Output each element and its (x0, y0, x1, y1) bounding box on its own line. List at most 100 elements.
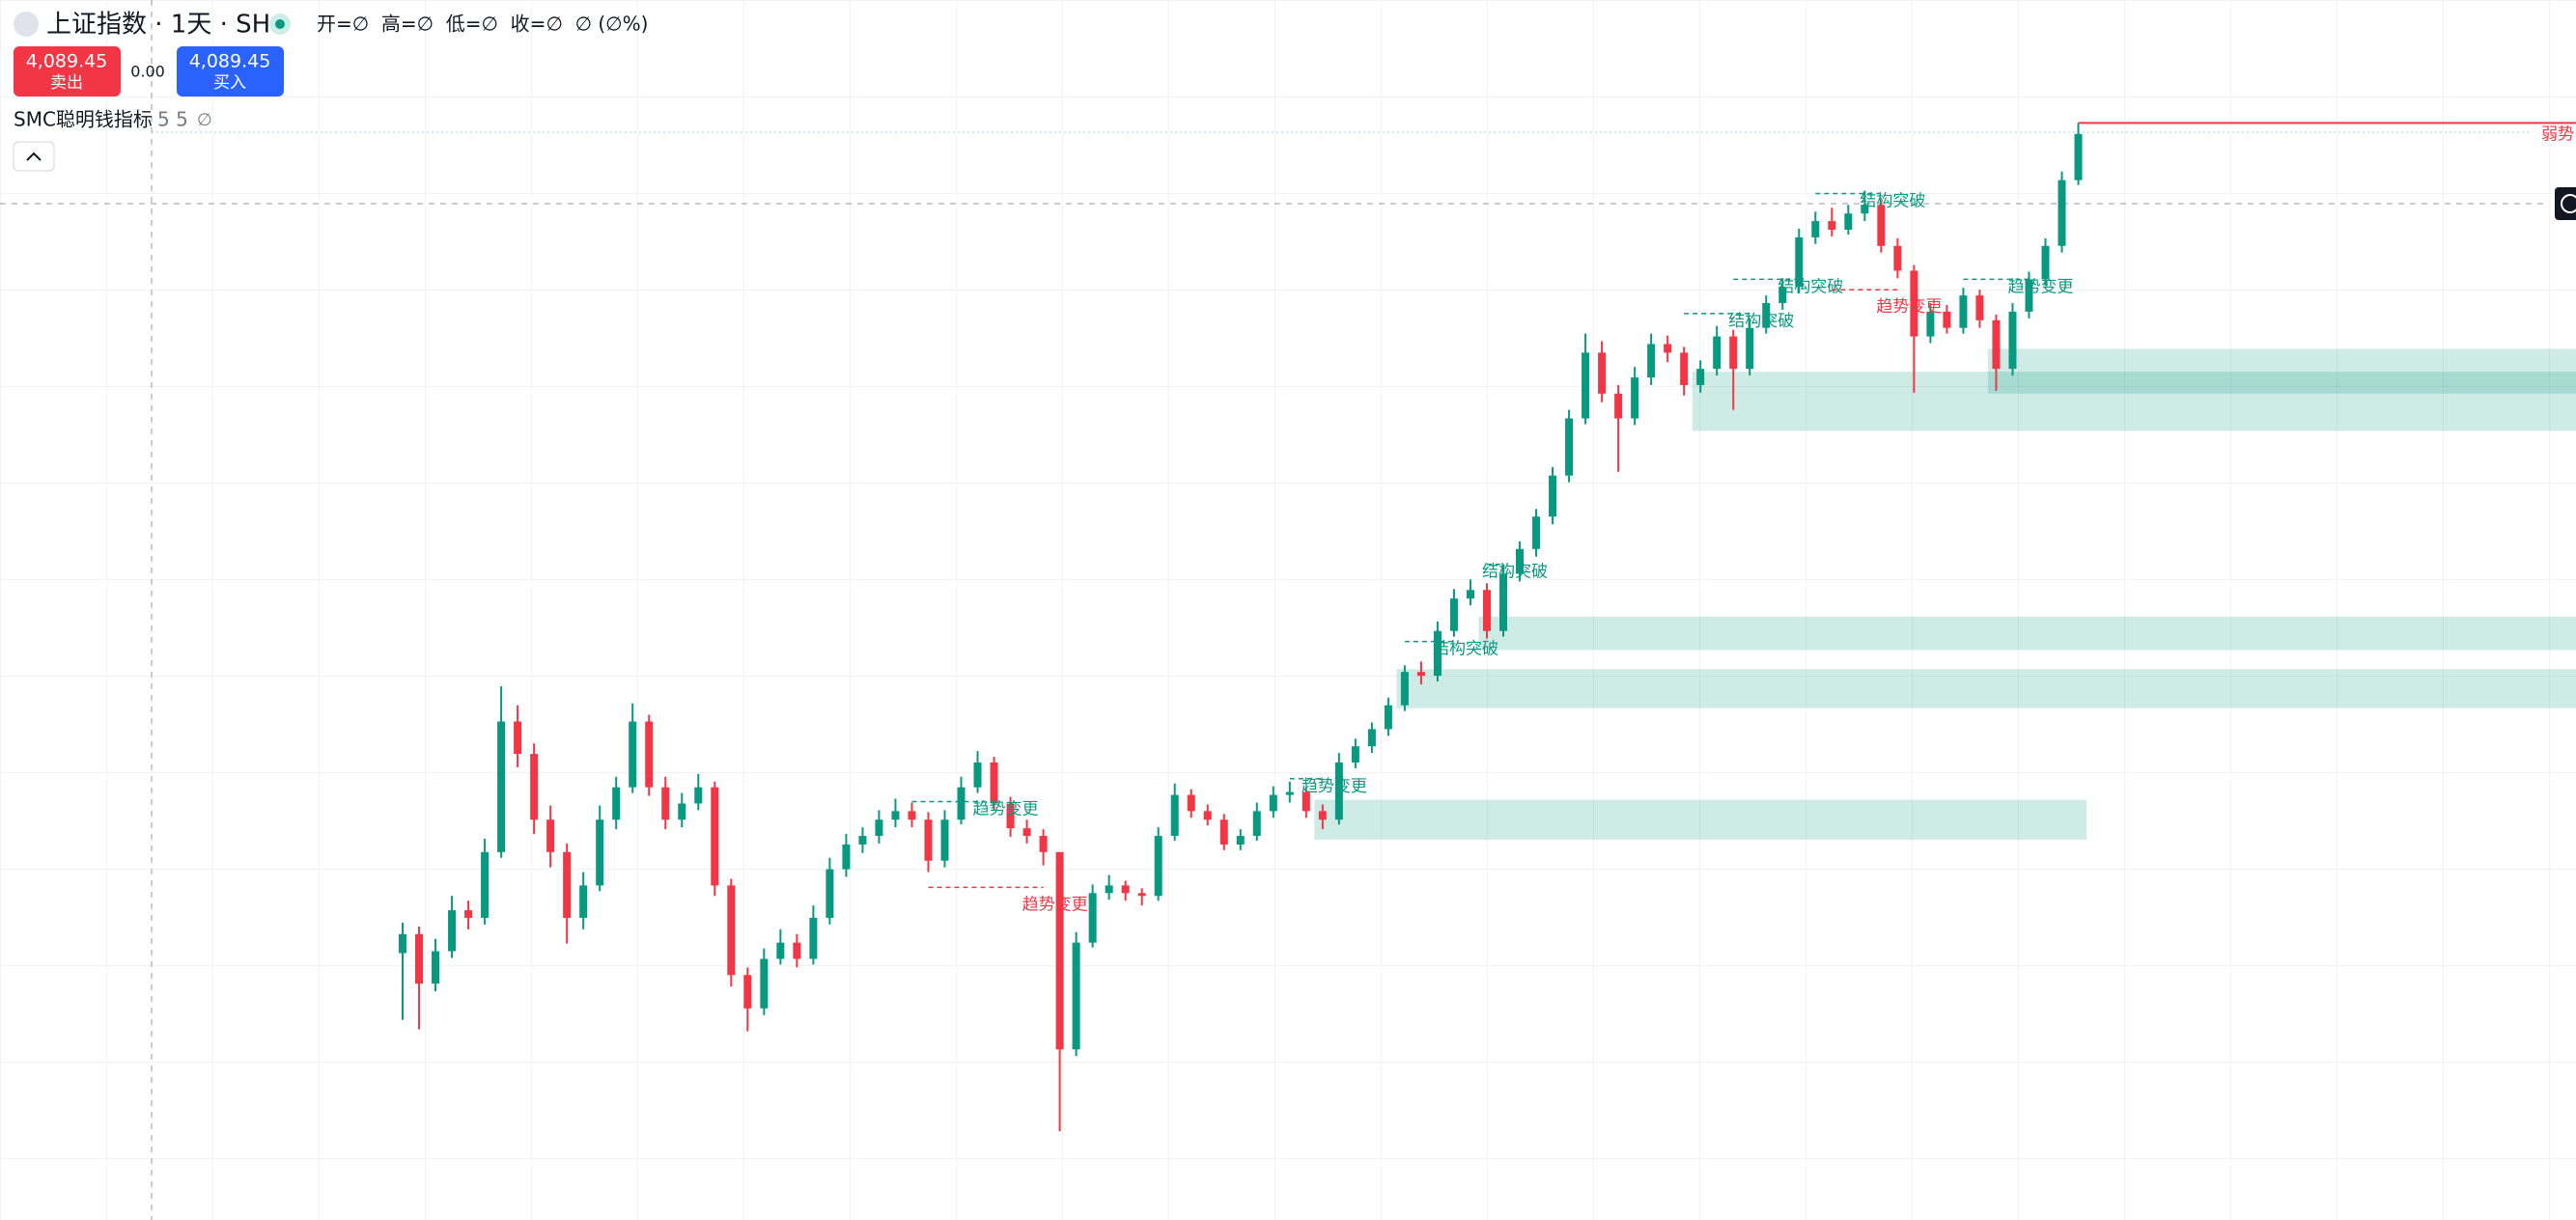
candle-body (1367, 729, 1376, 747)
candle-body (2025, 279, 2033, 312)
candle-body (727, 885, 736, 976)
candle-body (596, 819, 604, 886)
candle-body (563, 851, 572, 918)
candle-body (464, 910, 473, 918)
weak-high-label: 弱势 (2541, 125, 2574, 144)
buy-price: 4,089.45 (189, 51, 271, 72)
candle-body (1532, 516, 1541, 549)
candle-body (1729, 336, 1738, 370)
order-block-zone (1314, 799, 2087, 840)
candle-body (1499, 573, 1508, 631)
candle-body (1072, 942, 1080, 1050)
candle-body (1582, 352, 1590, 419)
candle-body (612, 787, 621, 820)
sell-button[interactable] (14, 46, 121, 97)
order-block-zone (1396, 669, 2576, 708)
structure-label: 结构突破 (1860, 191, 1925, 210)
candle-body (1187, 794, 1195, 812)
crosshair-icon (2561, 194, 2576, 213)
candle-body (1762, 303, 1771, 328)
candle-body (1828, 221, 1836, 230)
candle-body (1269, 794, 1277, 812)
structure-label: 结构突破 (1433, 640, 1498, 659)
candle-body (1170, 794, 1179, 837)
candle-body (1055, 851, 1064, 1050)
structure-label: 趋势变更 (973, 799, 1039, 818)
candle-body (1696, 369, 1705, 385)
candle-body (1154, 836, 1162, 897)
structure-label: 趋势变更 (1302, 777, 1367, 796)
indicator-params: 5 5 (157, 108, 188, 131)
candle-body (530, 754, 539, 820)
candle-body (1992, 319, 2001, 370)
candle-body (826, 869, 834, 918)
candle-body (1943, 311, 1951, 328)
buy-button[interactable] (177, 46, 284, 97)
order-block-zone (1692, 372, 2576, 431)
candle-body (760, 958, 769, 1009)
candle-body (793, 942, 801, 959)
candle-body (858, 836, 867, 845)
candle-body (1088, 893, 1097, 943)
candle-body (1236, 836, 1245, 845)
candle-body (1664, 344, 1672, 353)
plot: 趋势变更趋势变更趋势变更结构突破结构突破结构突破结构突破结构突破趋势变更趋势变更… (399, 122, 2576, 1132)
candle-body (1400, 672, 1409, 706)
candle-body (1302, 791, 1310, 812)
candle-body (1614, 393, 1623, 419)
candle-body (940, 819, 949, 861)
candle-body (891, 811, 900, 820)
candle-body (2008, 311, 2017, 370)
candle-body (497, 721, 506, 852)
candle-body (1137, 893, 1146, 897)
candle-body (973, 762, 982, 788)
candle-body (1910, 270, 1918, 337)
candle-body (1861, 205, 1869, 214)
structure-label: 趋势变更 (1876, 297, 1942, 317)
candle-body (1975, 295, 1984, 320)
candle-body (1384, 705, 1392, 730)
candle-body (1039, 836, 1048, 852)
structure-label: 趋势变更 (1022, 895, 1088, 914)
candle-body (1219, 819, 1228, 845)
candle-body (1549, 475, 1557, 517)
candle-body (1433, 630, 1442, 677)
order-block-zone (1987, 348, 2576, 394)
candle-body (1926, 311, 1935, 337)
collapse-button[interactable] (13, 141, 55, 172)
candle-body (743, 975, 752, 1009)
candle-body (1416, 672, 1425, 677)
candle-body (1466, 590, 1474, 599)
candle-body (1105, 885, 1113, 894)
candle-body (711, 787, 719, 886)
candle-body (1713, 336, 1722, 370)
symbol-icon (14, 12, 39, 37)
ohlc-text: 开=∅ 高=∅ 低=∅ 收=∅ ∅ (∅%) (317, 13, 648, 36)
candle-body (2041, 245, 2050, 280)
candle-body (1844, 213, 1853, 230)
spread: 0.00 (130, 63, 165, 81)
candle-body (481, 851, 490, 918)
candle-body (694, 787, 703, 804)
symbol-title[interactable]: 上证指数 · 1天 · SH (46, 11, 270, 40)
candle-body (1285, 791, 1294, 795)
candle-body (661, 787, 670, 820)
structure-label: 结构突破 (1482, 563, 1548, 582)
candle-body (432, 951, 440, 984)
status-dot-inner (275, 19, 285, 29)
candle-body (924, 819, 933, 861)
candle-body (645, 721, 654, 788)
candle-body (415, 933, 424, 984)
crosshair-button[interactable] (2555, 187, 2576, 220)
candle-body (2074, 133, 2083, 180)
candle-body (1746, 327, 1754, 370)
candle-body (1121, 885, 1130, 894)
indicator-name[interactable]: SMC聪明钱指标 (14, 108, 153, 131)
structure-label: 结构突破 (1778, 277, 1843, 296)
candle-body (1482, 590, 1491, 631)
candle-body (1203, 811, 1212, 820)
candle-body (1006, 803, 1015, 829)
candle-body (1795, 236, 1804, 288)
indicator-value: ∅ (197, 110, 212, 130)
